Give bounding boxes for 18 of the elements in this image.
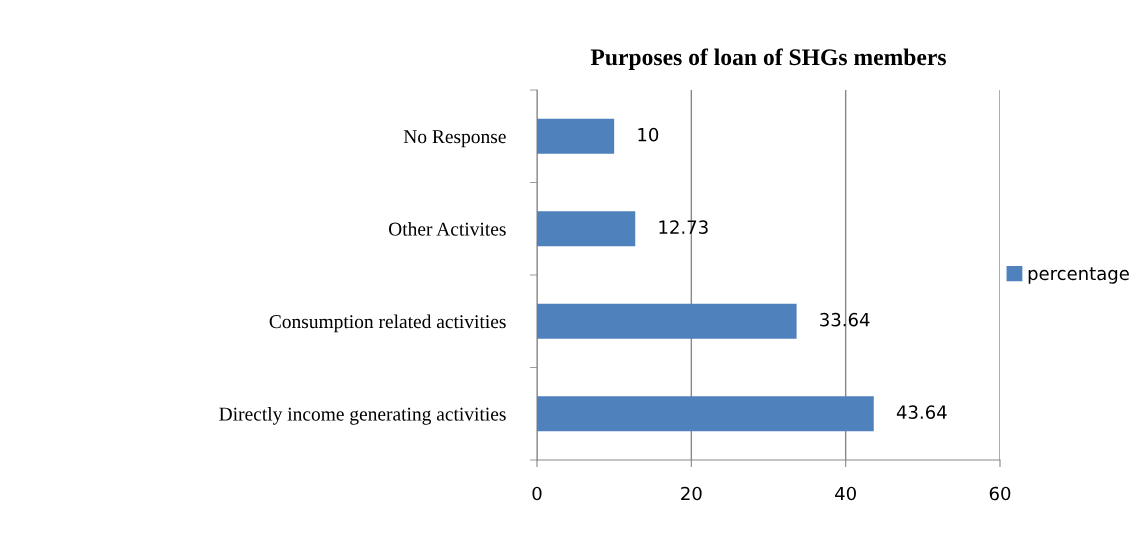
x-tick-label: 0	[532, 486, 542, 501]
bar	[537, 211, 636, 247]
bar	[537, 303, 797, 339]
bar	[537, 118, 615, 154]
x-tick-label: 60	[989, 486, 1011, 501]
x-tick-label: 40	[835, 486, 856, 501]
data-label: 10	[638, 127, 659, 142]
data-label: 12.73	[659, 220, 708, 234]
y-tick-label: No Response	[403, 130, 506, 148]
data-label: 33.64	[820, 312, 870, 327]
chart-title: Purposes of loan of SHGs members	[590, 48, 946, 71]
legend-label: percentage	[1028, 267, 1129, 284]
y-tick-label: Other Activites	[388, 222, 506, 236]
data-label: 43.64	[896, 405, 947, 419]
x-tick-label: 20	[681, 486, 702, 501]
y-tick-label: Directly income generating activities	[219, 407, 506, 425]
y-tick-label: Consumption related activities	[269, 314, 506, 333]
bar	[537, 396, 874, 432]
